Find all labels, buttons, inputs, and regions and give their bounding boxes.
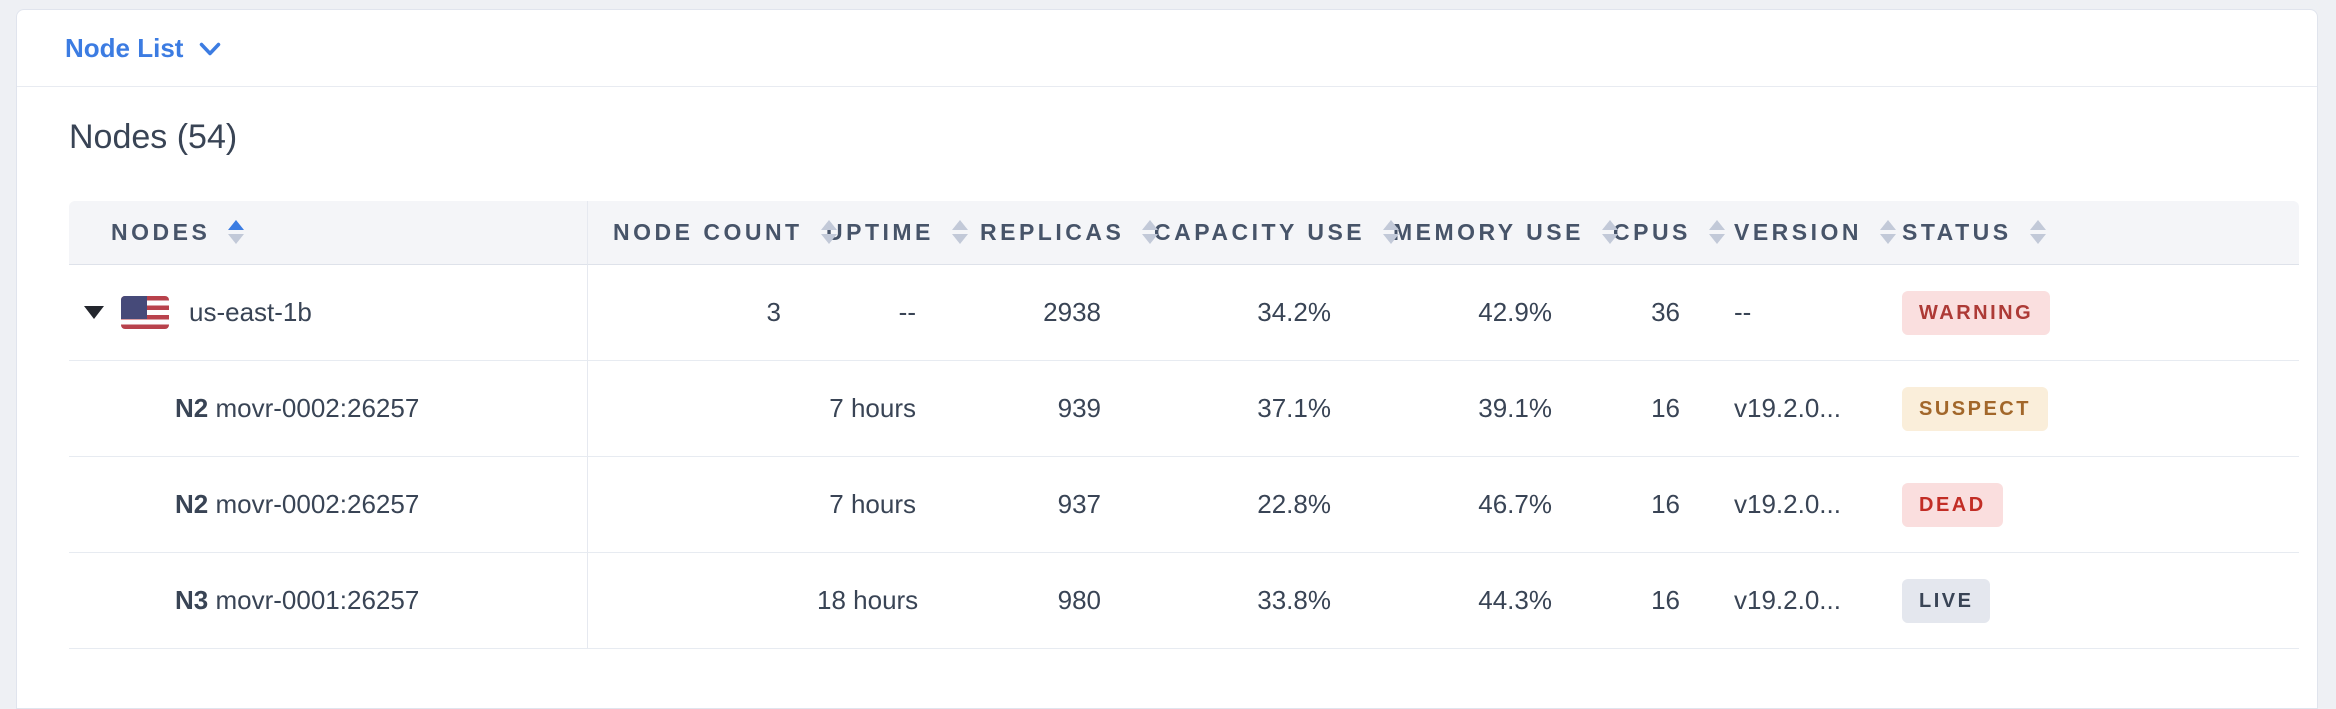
status-cell: DEAD <box>1889 457 2299 553</box>
node-count-value: 3 <box>588 265 816 361</box>
table-row-node[interactable]: N2 movr-0002:26257 7 hours 939 37.1% 39.… <box>69 361 2299 457</box>
uptime-value: 7 hours <box>816 361 961 457</box>
memory-use-value: 39.1% <box>1376 361 1597 457</box>
node-address: movr-0002:26257 <box>215 489 420 519</box>
column-label: UPTIME <box>826 219 934 245</box>
column-header-version[interactable]: VERSION <box>1725 201 1897 265</box>
flag-canton <box>121 296 147 319</box>
status-cell: SUSPECT <box>1889 361 2299 457</box>
table-row-node[interactable]: N2 movr-0002:26257 7 hours 937 22.8% 46.… <box>69 457 2299 553</box>
status-badge: DEAD <box>1902 482 2003 527</box>
caret-down-icon[interactable] <box>84 306 104 319</box>
replicas-value: 937 <box>961 457 1146 553</box>
column-label: MEMORY USE <box>1393 219 1584 245</box>
table-row-region[interactable]: us-east-1b 3 -- 2938 34.2% 42.9% 36 -- W… <box>69 265 2299 361</box>
view-selector-dropdown[interactable]: Node List <box>65 33 221 64</box>
chevron-down-icon <box>200 42 221 56</box>
status-cell: WARNING <box>1889 265 2299 361</box>
column-header-uptime[interactable]: UPTIME <box>816 201 968 265</box>
region-name: us-east-1b <box>189 297 312 327</box>
node-id: N2 <box>175 489 209 519</box>
cpus-value: 16 <box>1597 457 1725 553</box>
sort-arrows-icon[interactable] <box>1708 219 1725 244</box>
column-header-status[interactable]: STATUS <box>1889 201 2299 265</box>
node-id: N2 <box>175 393 209 423</box>
cpus-value: 16 <box>1597 361 1725 457</box>
capacity-use-value: 34.2% <box>1146 265 1376 361</box>
sort-arrows-icon[interactable] <box>951 219 968 244</box>
column-header-node-count[interactable]: NODE COUNT <box>588 201 837 265</box>
sort-arrows-icon[interactable] <box>820 219 837 244</box>
region-cell: us-east-1b <box>69 265 588 361</box>
node-list-card: Node List Nodes (54) NODES NODE COUNT UP… <box>16 9 2318 709</box>
status-badge: LIVE <box>1902 578 1991 623</box>
capacity-use-value: 22.8% <box>1146 457 1376 553</box>
uptime-value: 7 hours <box>816 457 961 553</box>
sort-arrows-icon[interactable] <box>228 219 245 244</box>
column-label: VERSION <box>1734 219 1863 245</box>
column-header-memory-use[interactable]: MEMORY USE <box>1376 201 1618 265</box>
capacity-use-value: 37.1% <box>1146 361 1376 457</box>
node-count-value <box>588 361 816 457</box>
table-row-node[interactable]: N3 movr-0001:26257 18 hours 980 33.8% 44… <box>69 553 2299 649</box>
sort-arrows-icon[interactable] <box>1142 219 1159 244</box>
node-address: movr-0002:26257 <box>215 393 420 423</box>
version-value: v19.2.0... <box>1725 457 1889 553</box>
us-flag-icon <box>121 296 169 329</box>
node-count-value <box>588 457 816 553</box>
status-badge: SUSPECT <box>1902 386 2048 431</box>
column-header-replicas[interactable]: REPLICAS <box>961 201 1159 265</box>
memory-use-value: 42.9% <box>1376 265 1597 361</box>
nodes-table: NODES NODE COUNT UPTIME REPLICAS CAPACIT… <box>69 201 2299 649</box>
column-label: NODES <box>111 219 211 245</box>
capacity-use-value: 33.8% <box>1146 553 1376 649</box>
sort-arrows-icon[interactable] <box>2029 219 2046 244</box>
node-address: movr-0001:26257 <box>215 585 420 615</box>
column-label: STATUS <box>1902 219 2012 245</box>
page-title: Nodes (54) <box>69 118 238 156</box>
column-label: REPLICAS <box>980 219 1125 245</box>
view-selector-label: Node List <box>65 32 184 63</box>
memory-use-value: 44.3% <box>1376 553 1597 649</box>
table-header-row: NODES NODE COUNT UPTIME REPLICAS CAPACIT… <box>69 201 2299 265</box>
version-value: v19.2.0... <box>1725 361 1889 457</box>
sort-arrows-icon[interactable] <box>1383 219 1400 244</box>
column-header-cpus[interactable]: CPUS <box>1597 201 1725 265</box>
node-id: N3 <box>175 585 209 615</box>
column-label: CPUS <box>1613 219 1691 245</box>
status-badge: WARNING <box>1902 290 2051 335</box>
replicas-value: 939 <box>961 361 1146 457</box>
node-name-cell: N2 movr-0002:26257 <box>69 457 588 553</box>
replicas-value: 980 <box>961 553 1146 649</box>
node-name-cell: N3 movr-0001:26257 <box>69 553 588 649</box>
sort-arrows-icon[interactable] <box>1880 219 1897 244</box>
status-cell: LIVE <box>1889 553 2299 649</box>
memory-use-value: 46.7% <box>1376 457 1597 553</box>
sort-arrows-icon[interactable] <box>1601 219 1618 244</box>
cpus-value: 36 <box>1597 265 1725 361</box>
column-header-capacity-use[interactable]: CAPACITY USE <box>1146 201 1400 265</box>
uptime-value: -- <box>816 265 961 361</box>
column-label: NODE COUNT <box>613 219 803 245</box>
node-name-cell: N2 movr-0002:26257 <box>69 361 588 457</box>
node-count-value <box>588 553 816 649</box>
cpus-value: 16 <box>1597 553 1725 649</box>
version-value: v19.2.0... <box>1725 553 1889 649</box>
column-label: CAPACITY USE <box>1154 219 1366 245</box>
uptime-value: 18 hours <box>816 553 961 649</box>
version-value: -- <box>1725 265 1889 361</box>
column-header-nodes[interactable]: NODES <box>69 201 588 265</box>
replicas-value: 2938 <box>961 265 1146 361</box>
view-selector-bar: Node List <box>17 10 2317 87</box>
